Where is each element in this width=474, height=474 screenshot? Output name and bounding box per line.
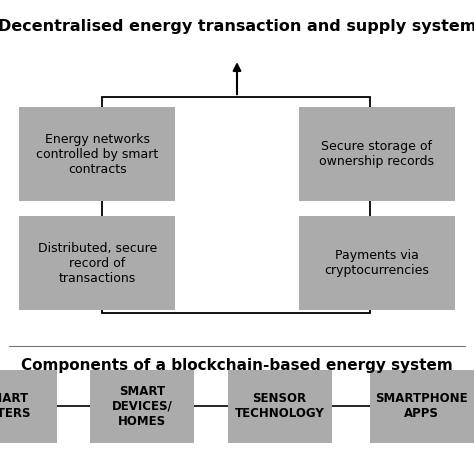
Bar: [228, 370, 332, 443]
Text: SMARTPHONE
APPS: SMARTPHONE APPS: [375, 392, 468, 420]
Bar: [299, 216, 455, 310]
Bar: [90, 370, 194, 443]
Text: Decentralised energy transaction and supply system: Decentralised energy transaction and sup…: [0, 18, 474, 34]
Text: Secure storage of
ownership records: Secure storage of ownership records: [319, 140, 434, 168]
Bar: [0, 370, 57, 443]
Text: Components of a blockchain-based energy system: Components of a blockchain-based energy …: [21, 358, 453, 373]
Bar: [19, 107, 175, 201]
Text: Energy networks
controlled by smart
contracts: Energy networks controlled by smart cont…: [36, 133, 158, 175]
Text: SMART
METERS: SMART METERS: [0, 392, 31, 420]
Bar: [299, 107, 455, 201]
Text: Distributed, secure
record of
transactions: Distributed, secure record of transactio…: [37, 242, 157, 284]
Bar: [19, 216, 175, 310]
Text: SMART
DEVICES/
HOMES: SMART DEVICES/ HOMES: [112, 385, 173, 428]
Bar: [370, 370, 474, 443]
Bar: [102, 97, 370, 313]
Text: SENSOR
TECHNOLOGY: SENSOR TECHNOLOGY: [235, 392, 325, 420]
Text: Payments via
cryptocurrencies: Payments via cryptocurrencies: [324, 249, 429, 277]
